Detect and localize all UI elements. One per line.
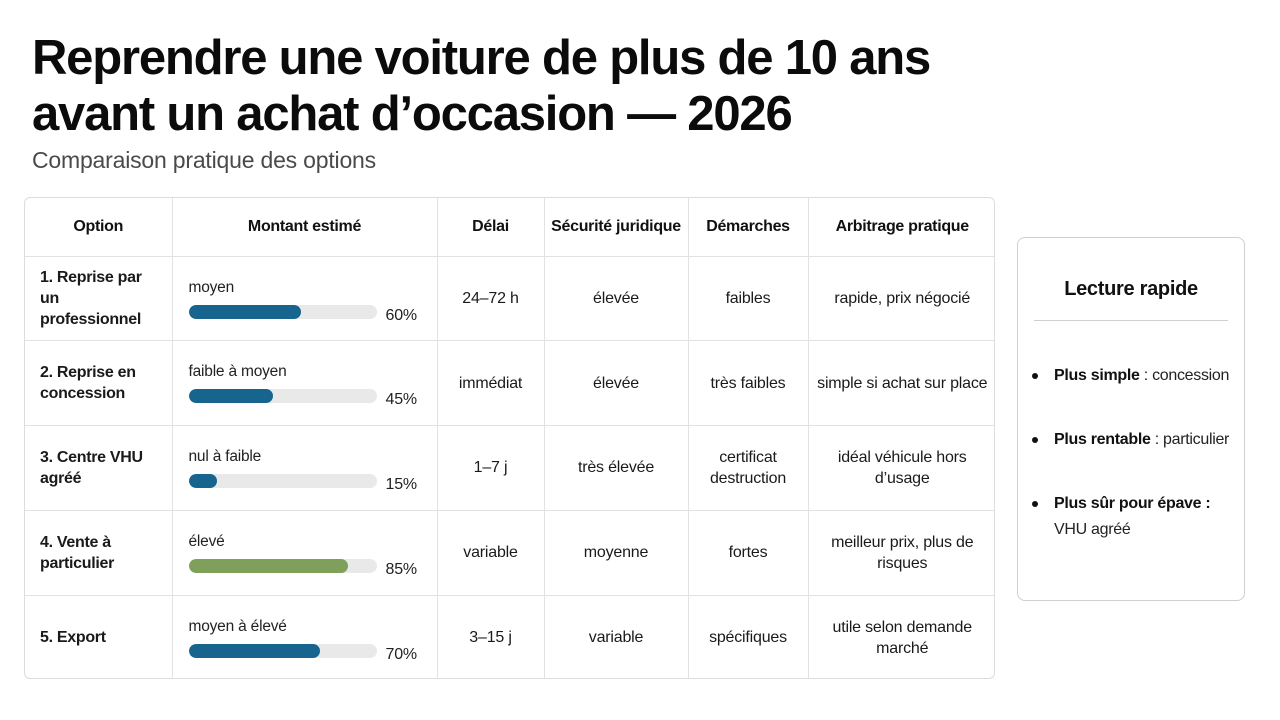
quick-read-panel: Lecture rapide Plus simple : concession … — [1017, 237, 1245, 601]
legal-cell: variable — [544, 595, 689, 678]
quick-read-value: particulier — [1163, 431, 1230, 448]
column-header-legal: Sécurité juridique — [544, 198, 689, 257]
quick-read-label: Plus rentable — [1054, 431, 1151, 448]
option-cell: 3. Centre VHU agréé — [25, 425, 173, 511]
page-subtitle: Comparaison pratique des options — [32, 147, 376, 173]
legal-cell: moyenne — [544, 510, 689, 596]
amount-label: moyen — [188, 278, 235, 296]
amount-percent: 60% — [385, 306, 418, 324]
amount-cell: moyen à élevé 70% — [172, 595, 438, 678]
amount-bar-fill — [188, 474, 217, 489]
quick-read-value: VHU agréé — [1054, 521, 1131, 538]
amount-percent: 85% — [385, 560, 418, 578]
quick-read-separator: : — [1150, 431, 1164, 448]
column-header-option: Option — [25, 198, 173, 257]
tradeoff-cell: meilleur prix, plus de risques — [808, 510, 994, 596]
quick-read-item: Plus sûr pour épave : VHU agréé — [1032, 491, 1237, 543]
amount-bar — [188, 558, 377, 573]
quick-read-label: Plus simple — [1054, 367, 1140, 384]
table-row: 4. Vente à particulier élevé 85% variabl… — [25, 510, 994, 596]
amount-cell: nul à faible 15% — [172, 425, 438, 511]
tradeoff-cell: simple si achat sur place — [808, 340, 994, 427]
column-header-steps: Démarches — [688, 198, 809, 257]
tradeoff-cell: rapide, prix négocié — [808, 256, 994, 342]
amount-bar-fill — [188, 558, 349, 573]
page-title: Reprendre une voiture de plus de 10 ans … — [32, 31, 931, 141]
table-row: 1. Reprise par un professionnel moyen 60… — [25, 256, 994, 342]
quick-read-value: concession — [1152, 367, 1230, 384]
amount-percent: 45% — [385, 391, 418, 409]
column-header-tradeoff: Arbitrage pratique — [808, 198, 994, 257]
delay-cell: 24–72 h — [437, 256, 545, 342]
table-row: 2. Reprise en concession faible à moyen … — [25, 340, 994, 427]
amount-bar — [188, 389, 377, 404]
divider — [1034, 320, 1228, 321]
amount-bar — [188, 304, 377, 319]
amount-cell: faible à moyen 45% — [172, 340, 438, 427]
quick-read-label: Plus sûr pour épave : — [1054, 495, 1211, 512]
amount-bar — [188, 474, 377, 489]
quick-read-item: Plus rentable : particulier — [1032, 427, 1237, 453]
bullet-icon — [1032, 437, 1038, 443]
amount-label: moyen à élevé — [188, 617, 287, 635]
column-header-amount: Montant estimé — [172, 198, 438, 257]
tradeoff-cell: idéal véhicule hors d’usage — [808, 425, 994, 511]
amount-cell: moyen 60% — [172, 256, 438, 342]
legal-cell: élevée — [544, 256, 689, 342]
option-cell: 1. Reprise par un professionnel — [25, 256, 173, 342]
amount-bar-fill — [188, 643, 321, 658]
delay-cell: immédiat — [437, 340, 545, 427]
table-header-row: Option Montant estimé Délai Sécurité jur… — [25, 198, 994, 257]
option-cell: 2. Reprise en concession — [25, 340, 173, 427]
steps-cell: certificat destruction — [688, 425, 809, 511]
quick-read-item: Plus simple : concession — [1032, 363, 1237, 389]
amount-percent: 70% — [385, 645, 418, 663]
steps-cell: très faibles — [688, 340, 809, 427]
option-cell: 4. Vente à particulier — [25, 510, 173, 596]
delay-cell: 3–15 j — [437, 595, 545, 678]
amount-cell: élevé 85% — [172, 510, 438, 596]
option-cell: 5. Export — [25, 595, 173, 678]
amount-label: nul à faible — [188, 448, 262, 466]
comparison-table: Option Montant estimé Délai Sécurité jur… — [24, 197, 995, 679]
column-header-delay: Délai — [437, 198, 545, 257]
amount-bar-fill — [188, 304, 302, 319]
amount-percent: 15% — [385, 476, 418, 494]
amount-bar-fill — [188, 389, 274, 404]
steps-cell: fortes — [688, 510, 809, 596]
tradeoff-cell: utile selon demande marché — [832, 618, 973, 657]
steps-cell: spécifiques — [688, 595, 809, 678]
bullet-icon — [1032, 373, 1038, 379]
delay-cell: 1–7 j — [437, 425, 545, 511]
delay-cell: variable — [437, 510, 545, 596]
quick-read-title: Lecture rapide — [1064, 278, 1198, 300]
table-row: 5. Export moyen à élevé 70% 3–15 j varia… — [25, 595, 994, 678]
steps-cell: faibles — [688, 256, 809, 342]
amount-label: élevé — [188, 532, 225, 550]
table-row: 3. Centre VHU agréé nul à faible 15% 1–7… — [25, 425, 994, 511]
amount-bar — [188, 643, 377, 658]
legal-cell: très élevée — [544, 425, 689, 511]
bullet-icon — [1032, 501, 1038, 507]
quick-read-separator: : — [1139, 367, 1153, 384]
amount-label: faible à moyen — [188, 363, 287, 381]
legal-cell: élevée — [544, 340, 689, 427]
